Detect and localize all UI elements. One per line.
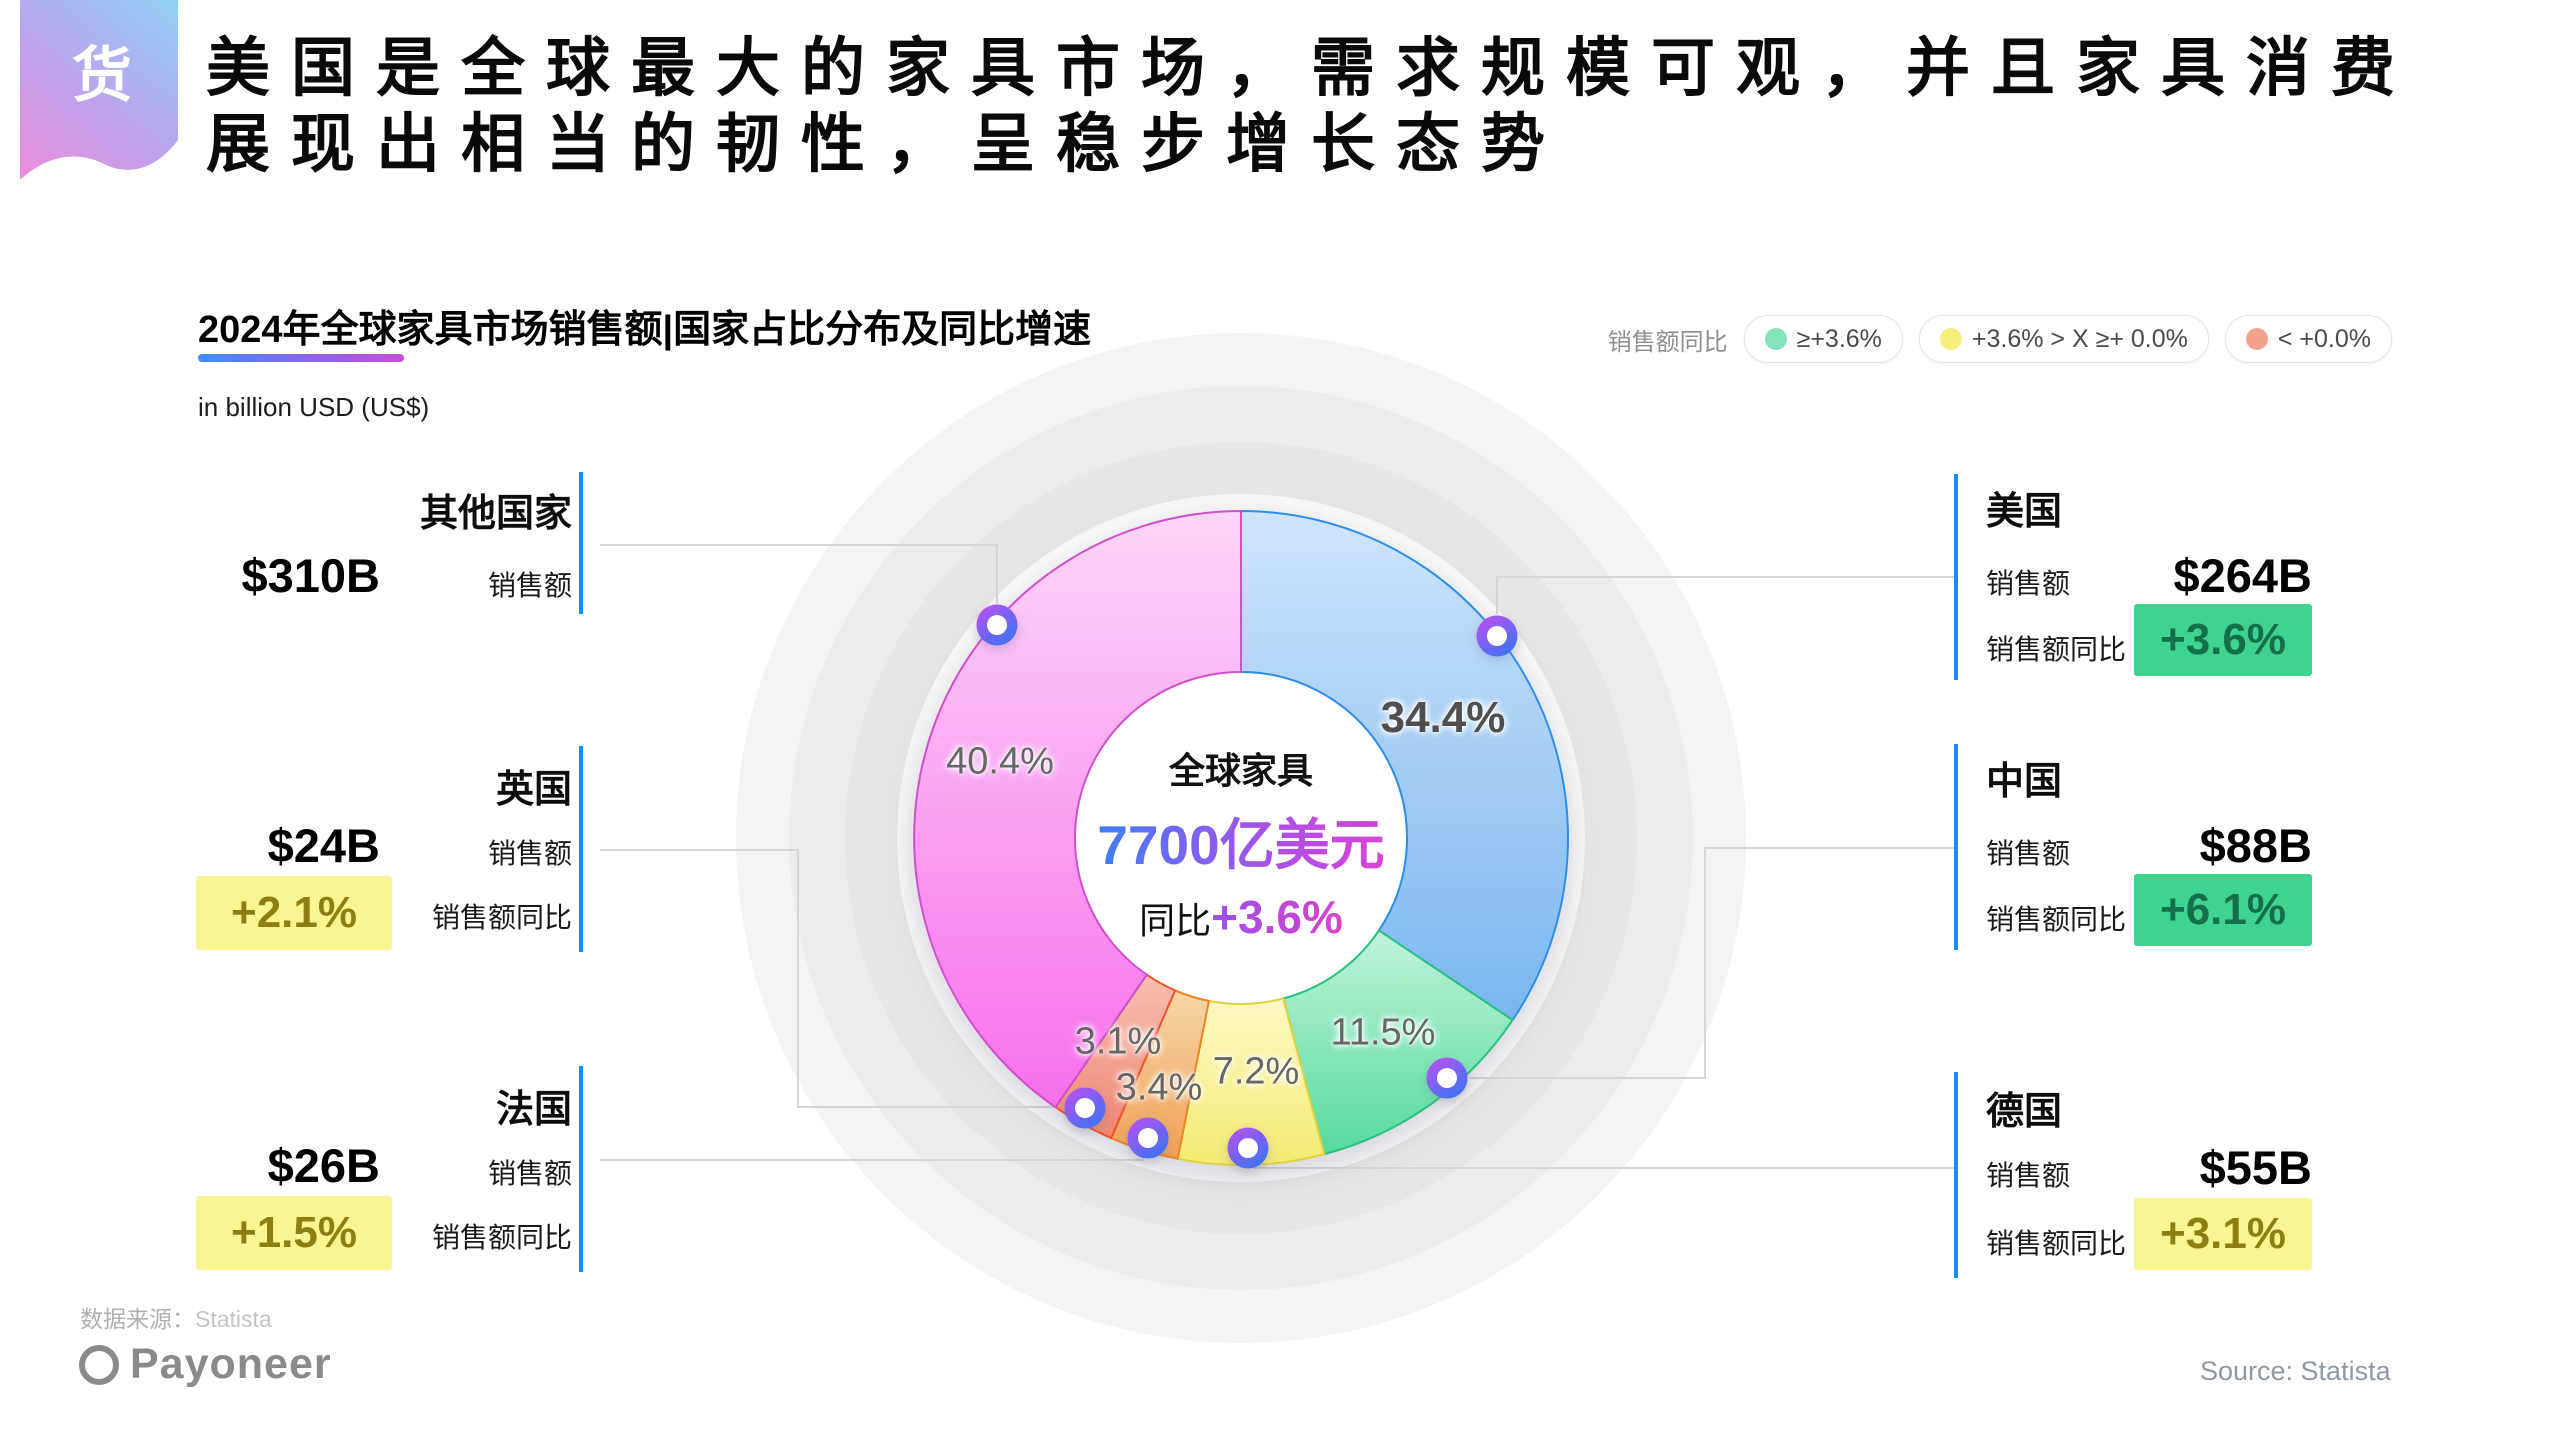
green-dot-icon	[1764, 328, 1787, 350]
accent-line	[579, 1066, 583, 1272]
yoy-value-badge: +2.1%	[196, 876, 392, 950]
page-title-line2: 展现出相当的韧性，呈稳步增长态势	[206, 108, 1566, 180]
country-name: 中国	[1986, 761, 2063, 803]
marker-china	[1426, 1057, 1468, 1099]
payoneer-logo: Payoneer	[76, 1340, 332, 1389]
share-label-china: 11.5%	[1330, 1011, 1436, 1054]
source-note-cn-label: 数据来源：	[80, 1306, 195, 1332]
sales-value: $24B	[267, 819, 380, 872]
badge-character: 货	[72, 42, 132, 109]
connector-usa	[1496, 576, 1956, 614]
chart-title-underline	[198, 354, 404, 362]
unit-label: in billion USD (US$)	[198, 392, 430, 422]
sales-value: $310B	[241, 549, 381, 602]
accent-line	[579, 746, 583, 952]
connector-uk	[600, 849, 1062, 1108]
legend-pill-green-text: ≥+3.6%	[1796, 324, 1882, 353]
connector-china	[1469, 847, 1956, 1079]
yoy-value-badge: +6.1%	[2134, 874, 2312, 946]
yoy-row-label: 销售额同比	[431, 1222, 572, 1253]
legend-pill-red: < +0.0%	[2224, 315, 2392, 363]
share-label-others: 40.4%	[946, 740, 1054, 783]
country-name: 其他国家	[419, 493, 572, 535]
payoneer-wordmark: Payoneer	[130, 1340, 332, 1388]
share-label-uk: 3.1%	[1074, 1020, 1162, 1063]
legend-pill-red-text: < +0.0%	[2277, 324, 2371, 353]
sales-row-label: 销售额	[487, 570, 572, 601]
share-label-usa: 34.4%	[1380, 693, 1506, 742]
yoy-value-badge: +3.6%	[2134, 604, 2312, 676]
sales-value: $88B	[2199, 819, 2312, 872]
sales-value: $26B	[267, 1139, 380, 1192]
marker-france	[1127, 1117, 1169, 1159]
sales-row-label: 销售额	[487, 1158, 572, 1189]
yoy-value-badge: +3.1%	[2134, 1198, 2312, 1270]
sales-row-label: 销售额	[1986, 838, 2071, 869]
marker-uk	[1064, 1087, 1106, 1129]
connector-lines	[600, 544, 1956, 1169]
marker-germany	[1227, 1127, 1269, 1169]
legend-label: 销售额同比	[1607, 328, 1728, 356]
center-yoy-value: +3.6%	[1211, 891, 1343, 943]
yoy-row-label: 销售额同比	[1986, 904, 2127, 935]
yoy-value-badge: +1.5%	[196, 1196, 392, 1270]
legend-pill-yellow: +3.6% > X ≥+ 0.0%	[1918, 315, 2209, 363]
badge-shape	[20, 0, 178, 180]
center-yoy: 同比 +3.6%	[1097, 890, 1384, 944]
yoy-legend: 销售额同比 ≥+3.6% +3.6% > X ≥+ 0.0% < +0.0%	[1608, 314, 2392, 364]
sales-row-label: 销售额	[487, 838, 572, 869]
source-note-en: Source: Statista	[2200, 1356, 2391, 1386]
sales-row-label: 销售额	[1986, 1160, 2071, 1191]
payoneer-circle-icon	[79, 1344, 119, 1385]
yellow-dot-icon	[1939, 328, 1962, 350]
connector-others	[600, 544, 998, 603]
yoy-row-label: 销售额同比	[1986, 1228, 2127, 1259]
marker-others	[976, 604, 1018, 646]
source-note-cn: 数据来源：Statista	[80, 1300, 272, 1334]
sales-value: $55B	[2199, 1141, 2312, 1194]
share-label-france: 3.4%	[1115, 1066, 1203, 1109]
source-note-cn-value: Statista	[195, 1306, 272, 1332]
yoy-row-label: 销售额同比	[1986, 634, 2127, 665]
sales-row-label: 销售额	[1986, 568, 2071, 599]
center-yoy-label: 同比	[1139, 900, 1212, 941]
header-badge: 货	[20, 0, 178, 180]
page-title-line1: 美国是全球最大的家具市场，需求规模可观，并且家具消费	[206, 32, 2416, 104]
country-name: 美国	[1986, 491, 2063, 533]
accent-line	[1954, 474, 1958, 680]
country-name: 德国	[1986, 1091, 2063, 1133]
donut-center-text: 全球家具 7700亿美元 同比 +3.6%	[1097, 742, 1384, 944]
center-total-value: 7700亿美元	[1097, 800, 1384, 880]
red-dot-icon	[2245, 328, 2268, 350]
share-label-germany: 7.2%	[1212, 1050, 1300, 1093]
segment-others	[913, 510, 1242, 1109]
marker-usa	[1476, 615, 1518, 657]
country-name: 法国	[495, 1089, 572, 1131]
accent-line	[1954, 1072, 1958, 1278]
legend-pill-yellow-text: +3.6% > X ≥+ 0.0%	[1971, 324, 2188, 353]
page-title: 美国是全球最大的家具市场，需求规模可观，并且家具消费 展现出相当的韧性，呈稳步增…	[206, 30, 2416, 182]
sales-value: $264B	[2173, 549, 2313, 602]
accent-line	[579, 472, 583, 614]
donut	[913, 510, 1569, 1166]
center-title: 全球家具	[1168, 750, 1314, 791]
legend-pill-green: ≥+3.6%	[1743, 315, 1903, 363]
chart-title: 2024年全球家具市场销售额|国家占比分布及同比增速	[198, 309, 1092, 351]
segment-markers	[976, 604, 1518, 1169]
country-name: 英国	[495, 769, 572, 811]
accent-line	[1954, 744, 1958, 950]
yoy-row-label: 销售额同比	[431, 902, 572, 933]
donut-hole	[1075, 672, 1407, 1004]
